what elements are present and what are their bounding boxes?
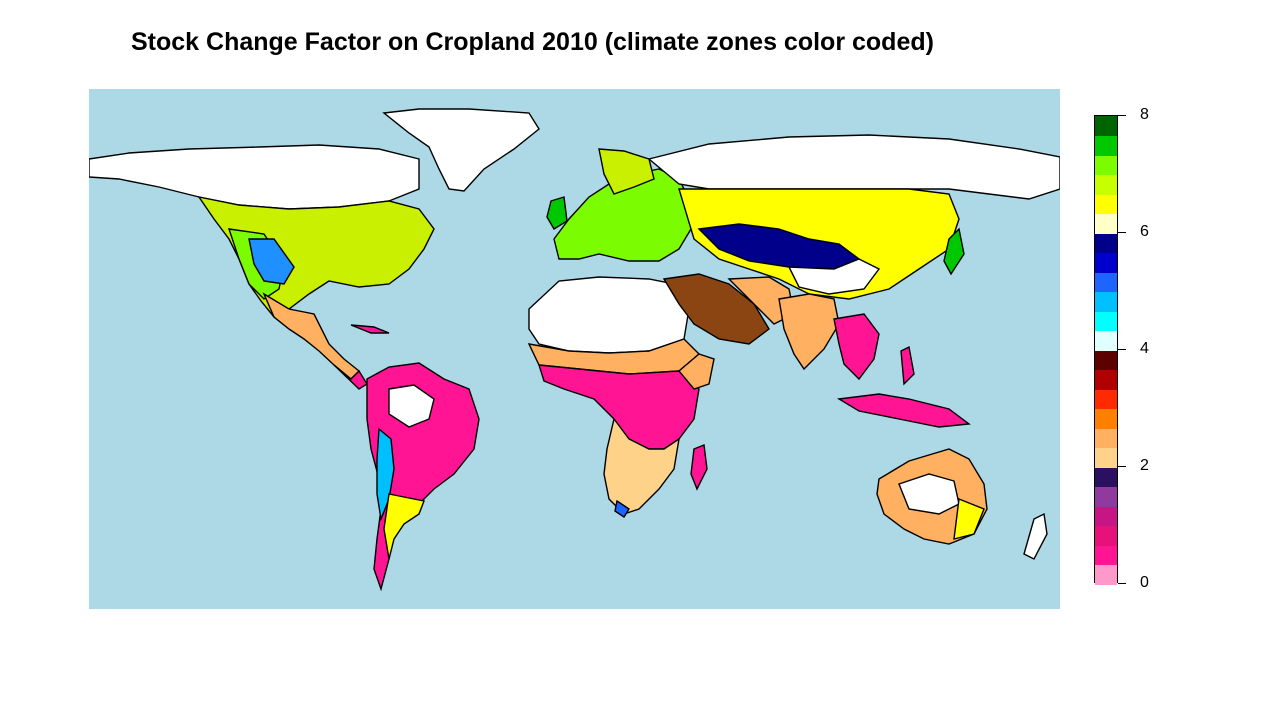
color-scale-segment: [1095, 213, 1117, 234]
sahara: [528, 276, 690, 354]
color-scale-segment: [1095, 467, 1117, 487]
world-map: [89, 89, 1060, 609]
color-scale-segment: [1095, 564, 1117, 585]
indonesia: [836, 393, 971, 428]
color-scale-bar: [1094, 115, 1118, 585]
color-scale-segment: [1095, 291, 1117, 312]
color-scale-tick: [1118, 465, 1126, 467]
color-scale-tick: [1118, 582, 1126, 584]
color-scale-segment: [1095, 408, 1117, 429]
australia: [876, 448, 1048, 560]
new-zealand: [1023, 512, 1048, 560]
color-scale-segment: [1095, 447, 1117, 468]
arabia: [662, 273, 770, 345]
southeast-asia: [833, 313, 880, 381]
south-america: [366, 362, 480, 592]
color-scale-tick-label: 8: [1140, 106, 1149, 123]
color-scale-segment: [1095, 369, 1117, 390]
scandinavia: [598, 148, 655, 195]
india: [778, 293, 840, 371]
north-america-cropland: [197, 195, 435, 318]
britain: [546, 196, 568, 230]
central-america-south: [333, 364, 368, 390]
color-scale-segment: [1095, 525, 1117, 546]
color-scale-segment: [1095, 155, 1117, 175]
south-america-south: [383, 493, 425, 560]
north-america: [89, 144, 435, 390]
color-scale-segment: [1095, 194, 1117, 214]
africa: [527, 276, 715, 518]
color-scale-tick: [1118, 231, 1126, 233]
color-scale-segment: [1095, 135, 1117, 156]
color-scale-segment: [1095, 272, 1117, 292]
color-scale-tick: [1118, 348, 1126, 350]
cuba: [350, 324, 390, 334]
color-scale-segment: [1095, 506, 1117, 526]
color-scale-segment: [1095, 350, 1117, 370]
color-scale-tick-label: 0: [1140, 574, 1149, 591]
tibet: [787, 258, 881, 295]
japan: [943, 227, 965, 276]
madagascar: [690, 444, 708, 491]
philippines: [900, 345, 915, 386]
north-america-mountain: [248, 238, 295, 285]
color-scale-segment: [1095, 252, 1117, 273]
south-africa-tip: [614, 499, 630, 518]
color-scale-tick-label: 4: [1140, 340, 1149, 357]
color-scale-tick: [1118, 114, 1126, 116]
mexico-central-america: [262, 292, 361, 380]
southern-africa: [603, 417, 680, 515]
color-scale-segment: [1095, 428, 1117, 448]
south-america-interior: [388, 384, 435, 428]
asia: [647, 134, 1060, 428]
color-scale-segment: [1095, 174, 1117, 195]
south-america-andes: [376, 427, 395, 522]
color-scale-segment: [1095, 116, 1117, 136]
color-scale-tick-label: 6: [1140, 223, 1149, 240]
europe: [546, 148, 695, 262]
color-scale-segment: [1095, 486, 1117, 507]
color-scale-segment: [1095, 389, 1117, 409]
color-scale-segment: [1095, 545, 1117, 565]
north-america-arctic: [89, 144, 420, 210]
map-canvas: [89, 108, 1060, 592]
color-scale-segment: [1095, 330, 1117, 351]
color-scale-segment: [1095, 233, 1117, 253]
east-africa: [678, 353, 715, 390]
australia-east: [953, 498, 985, 540]
greenland: [382, 108, 540, 192]
map-title: Stock Change Factor on Cropland 2010 (cl…: [131, 28, 934, 56]
color-scale-segment: [1095, 311, 1117, 331]
middle-east: [662, 273, 795, 345]
color-scale-tick-label: 2: [1140, 457, 1149, 474]
